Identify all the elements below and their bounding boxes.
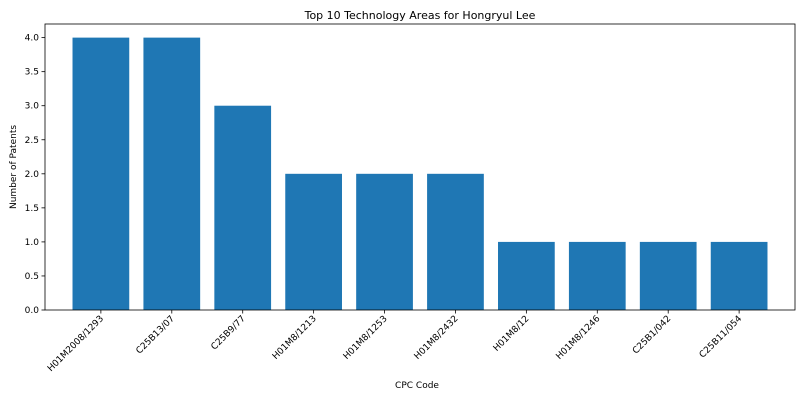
- x-tick-label: H01M8/1246: [555, 314, 603, 362]
- y-tick-label: 0.5: [25, 272, 39, 282]
- bar-3: [214, 106, 271, 310]
- bar-2: [143, 38, 200, 310]
- y-tick-label: 4.0: [25, 34, 40, 44]
- chart-title: Top 10 Technology Areas for Hongryul Lee: [304, 9, 536, 22]
- bar-10: [711, 242, 768, 310]
- y-tick-label: 0.0: [25, 306, 40, 316]
- y-tick-label: 3.5: [25, 68, 39, 78]
- x-tick-label: H01M8/1253: [342, 314, 390, 362]
- bar-8: [569, 242, 626, 310]
- x-axis-title: CPC Code: [395, 381, 439, 391]
- x-tick-label: H01M8/12: [492, 314, 532, 354]
- x-tick-label: H01M2008/1293: [46, 314, 106, 374]
- x-tick-label: C25B11/054: [698, 314, 745, 361]
- bars-group: [73, 38, 768, 310]
- x-axis: H01M2008/1293 C25B13/07 C25B9/77 H01M8/1213…: [46, 310, 744, 374]
- x-tick-label: C25B1/042: [631, 314, 673, 356]
- bar-5: [356, 174, 413, 310]
- bar-6: [427, 174, 484, 310]
- bar-9: [640, 242, 697, 310]
- y-axis-title: Number of Patents: [9, 125, 19, 209]
- y-axis: 0.0 0.5 1.0 1.5 2.0 2.5 3.0 3.5 4.0: [25, 34, 45, 316]
- y-tick-label: 1.5: [25, 204, 39, 214]
- y-tick-label: 2.5: [25, 136, 39, 146]
- bar-1: [73, 38, 130, 310]
- x-tick-label: C25B13/07: [135, 314, 177, 356]
- bar-7: [498, 242, 555, 310]
- x-tick-label: H01M8/2432: [413, 314, 461, 362]
- y-tick-label: 3.0: [25, 102, 40, 112]
- x-tick-label: C25B9/77: [210, 314, 248, 352]
- x-tick-label: H01M8/1213: [271, 314, 319, 362]
- y-tick-label: 2.0: [25, 170, 40, 180]
- y-tick-label: 1.0: [25, 238, 40, 248]
- bar-4: [285, 174, 342, 310]
